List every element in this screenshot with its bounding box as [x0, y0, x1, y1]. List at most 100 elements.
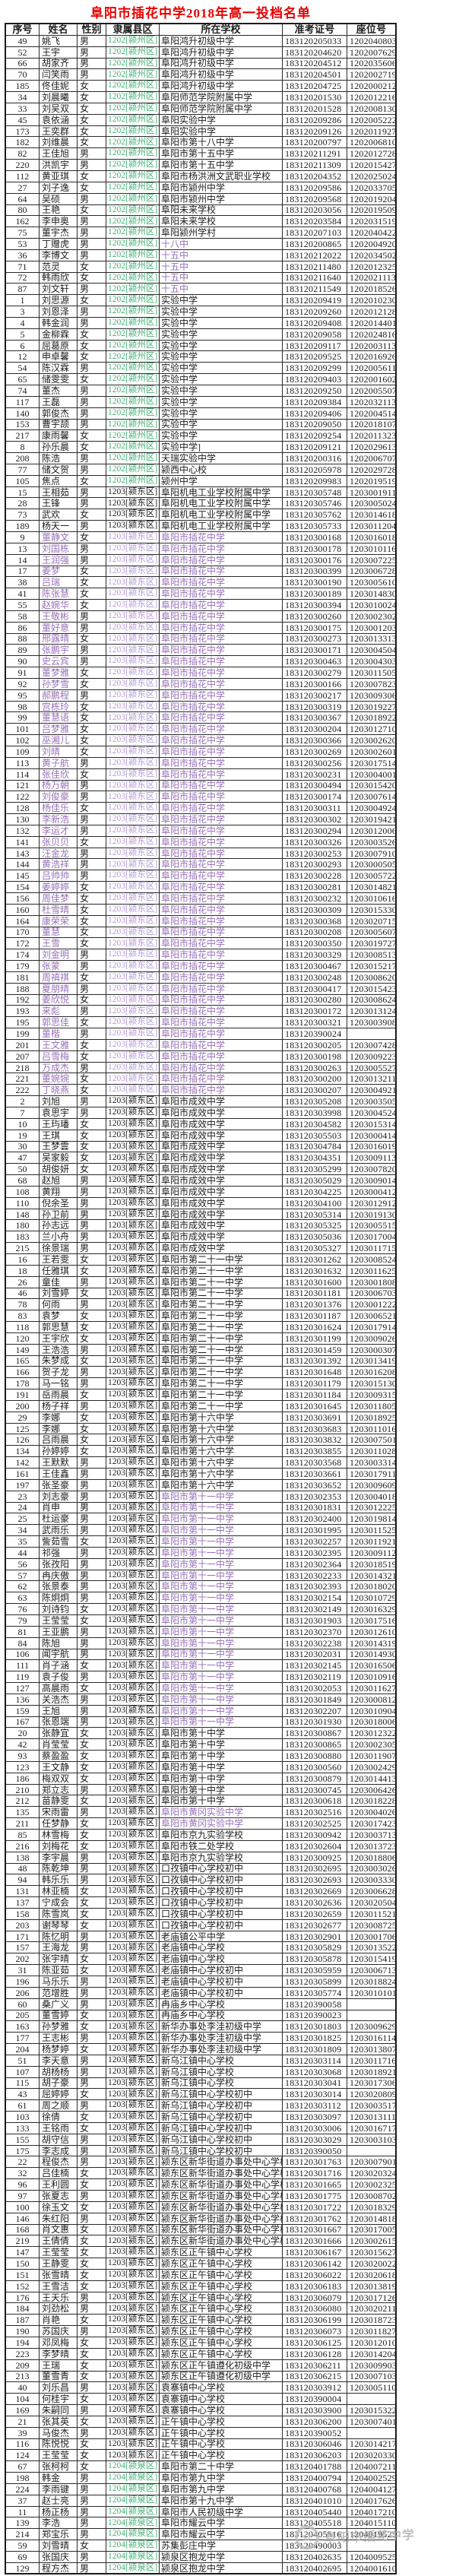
cell-school: 阜阳市第十六中学: [160, 1469, 283, 1479]
cell-school: 实验中学: [160, 385, 283, 396]
cell-serial: 28: [6, 498, 40, 509]
cell-district: 1203[颍东区]: [106, 1818, 160, 1829]
cell-serial: 71: [6, 261, 40, 272]
cell-exam-no: 183120300321: [283, 1017, 347, 1028]
cell-seat-no: 1203016114: [350, 2033, 395, 2044]
cell-school: 颍西中心校: [160, 464, 283, 475]
cell-serial: 22: [6, 2156, 40, 2168]
cell-seat-no: 1203016208: [350, 1367, 395, 1378]
cell-district: 1203[颍东区]: [106, 2359, 160, 2371]
cell-school: 天瑞实验中学: [160, 453, 283, 464]
table-row: 197 张圣豪 男 1203[颍东区] 阜阳市第十六中学 18312030365…: [6, 1478, 395, 1491]
cell-school: 阜阳市插花中学: [160, 689, 283, 701]
cell-gender: 女: [78, 994, 106, 1006]
cell-name: 宫栋玲: [40, 701, 78, 712]
cell-district: 1203[颍东区]: [106, 1942, 160, 1953]
table-row: 130 李新浩 男 1203[颍东区] 阜阳市插花中学 183120300302…: [6, 813, 395, 825]
cell-seat-no: 1203014217: [350, 2438, 395, 2450]
cell-district: 1204[颍泉区]: [106, 2540, 160, 2551]
cell-district: 1203[颍东区]: [106, 892, 160, 904]
cell-name: 李娜: [40, 1423, 78, 1434]
cell-gender: 女: [78, 892, 106, 904]
cell-gender: 男: [78, 2100, 106, 2112]
table-row: 103 徐倩 女 1203[颍东区] 新乌江镇中心学校初中 1831203030…: [6, 2111, 395, 2122]
cell-district: 1203[颍东区]: [106, 2145, 160, 2156]
cell-name: 苗静雯: [40, 1795, 78, 1807]
table-row: 190 苏国庆 男 1203[颍东区] 颍东区正午镇中心学校 183120306…: [6, 2325, 395, 2337]
cell-name: 武欢: [40, 509, 78, 521]
cell-exam-no: 183120300463: [283, 656, 347, 667]
cell-district: 1203[颍东区]: [106, 2077, 160, 2089]
table-row: 29 李娜 女 1203[颍东区] 阜阳市第十六中学 183120303691 …: [6, 1411, 395, 1423]
cell-serial: 43: [6, 2089, 40, 2100]
cell-seat-no: 1203005110: [350, 2382, 395, 2394]
cell-name: 任雅琪: [40, 1265, 78, 1276]
cell-serial: 206: [6, 1987, 40, 1998]
cell-seat-no: 1203012610: [350, 1626, 395, 1637]
cell-serial: 95: [6, 689, 40, 701]
cell-serial: 178: [6, 1378, 40, 1389]
cell-district: 1203[颍东区]: [106, 1558, 160, 1570]
cell-school: 阜阳市插花中学: [160, 678, 283, 689]
cell-seat-no: 1203013124: [350, 1006, 395, 1017]
table-row: 210 郑立志 男 1203[颍东区] 阜阳市第十中学 183120300745…: [6, 1783, 395, 1795]
cell-name: 肖申: [40, 1502, 78, 1513]
cell-name: 杜雪晴: [40, 904, 78, 915]
cell-school: 阜阳市插花中学: [160, 645, 283, 656]
cell-gender: 男: [78, 35, 106, 46]
cell-gender: 男: [78, 249, 106, 261]
cell-seat-no: 1203011016: [350, 1423, 395, 1434]
cell-seat-no: 1203011827: [350, 2326, 395, 2337]
cell-school: 实验中学: [160, 419, 283, 430]
cell-school: 颍东区正午镇中心学校: [160, 2247, 283, 2258]
cell-exam-no: 183120205033: [283, 35, 347, 46]
cell-school: 阜阳市插花中学: [160, 836, 283, 848]
cell-serial: 180: [6, 1220, 40, 1231]
cell-serial: 91: [6, 667, 40, 678]
cell-serial: 51: [6, 2055, 40, 2066]
cell-serial: 208: [6, 453, 40, 464]
cell-gender: 女: [78, 1288, 106, 1299]
cell-school: 阜阳市成效中学: [160, 1141, 283, 1152]
cell-serial: 83: [6, 1310, 40, 1322]
cell-exam-no: 183120300190: [283, 577, 347, 588]
cell-serial: 112: [6, 170, 40, 182]
cell-serial: 58: [6, 610, 40, 622]
cell-serial: 130: [6, 814, 40, 825]
cell-serial: 15: [6, 486, 40, 498]
cell-gender: 女: [78, 137, 106, 148]
cell-serial: 162: [6, 216, 40, 227]
cell-seat-no: 1203010904: [350, 1705, 395, 1716]
cell-exam-no: 183120301825: [283, 2033, 347, 2044]
cell-name: 刘诗钧: [40, 1604, 78, 1614]
cell-seat-no: 1203018006: [350, 1716, 395, 1728]
cell-exam-no: 183120211640: [283, 272, 347, 284]
cell-school: 新华办事处李洼初级中学: [160, 2033, 283, 2044]
cell-district: 1203[颍东区]: [106, 2224, 160, 2235]
cell-district: 1203[颍东区]: [106, 1998, 160, 2010]
table-row: 121 杨万朝 男 1203[颍东区] 阜阳市插花中学 183120300494…: [6, 779, 395, 791]
cell-serial: 36: [6, 249, 40, 261]
cell-district: 1203[颍东区]: [106, 904, 160, 915]
cell-gender: 男: [78, 848, 106, 859]
cell-serial: 23: [6, 1491, 40, 1502]
cell-seat-no: 1203009629: [350, 2021, 395, 2033]
cell-school: 阜阳机电工业学校附属中学: [160, 521, 283, 531]
cell-school: 阜阳市插花中学: [160, 746, 283, 757]
cell-name: 王锋: [40, 498, 78, 509]
table-row: 180 孙志远 男 1203[颍东区] 阜阳市成效中学 183120305325…: [6, 1219, 395, 1231]
cell-name: 张国庆: [40, 2552, 78, 2562]
cell-seat-no: 1203017004: [350, 1231, 395, 1243]
cell-school: 颍泉区抱龙中学: [160, 2552, 283, 2562]
cell-exam-no: 183120302659: [283, 1908, 347, 1919]
cell-name: 韩金润: [40, 317, 78, 328]
cell-exam-no: 183120305959: [283, 1965, 347, 1976]
cell-name: 朱红阳: [40, 2213, 78, 2224]
cell-exam-no: 183120209050: [283, 419, 347, 430]
cell-district: 1203[颍东区]: [106, 746, 160, 757]
cell-school: 阜阳市京九实验学校: [160, 1852, 283, 1863]
cell-district: 1203[颍东区]: [106, 1965, 160, 1976]
cell-seat-no: 1203006628: [350, 1886, 395, 1897]
table-row: 206 范增胜 男 1203[颍东区] 老庙镇中心学校初中 1831203057…: [6, 1986, 395, 1998]
cell-seat-no: 1203011028: [350, 1446, 395, 1457]
